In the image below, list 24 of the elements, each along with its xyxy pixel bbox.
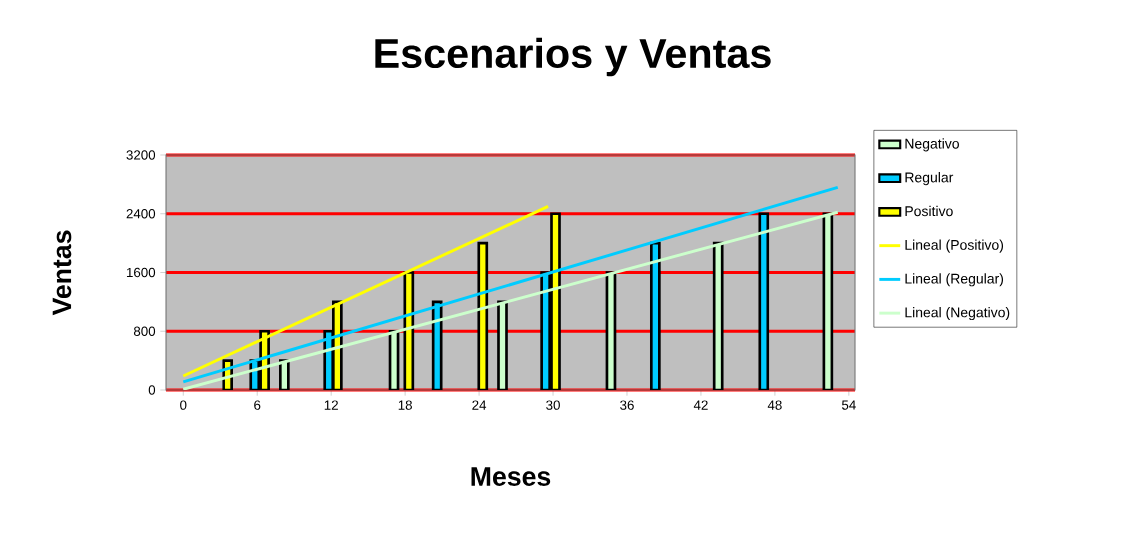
chart-title: Escenarios y Ventas bbox=[375, 37, 771, 77]
legend-label: Lineal (Positivo) bbox=[905, 239, 1004, 253]
x-tick-label: 18 bbox=[398, 400, 412, 410]
y-tick-label: 3200 bbox=[126, 150, 156, 160]
x-axis-title: Meses bbox=[471, 467, 551, 486]
x-tick-label: 0 bbox=[180, 400, 187, 410]
x-tick-label: 36 bbox=[620, 400, 634, 410]
legend-label: Regular bbox=[905, 172, 954, 186]
y-axis-title: Ventas bbox=[52, 230, 72, 316]
x-tick-label: 24 bbox=[472, 400, 487, 410]
legend-label: Lineal (Regular) bbox=[905, 273, 1004, 287]
y-tick-label: 0 bbox=[148, 385, 156, 395]
y-tick-label: 1600 bbox=[126, 267, 156, 278]
x-tick-label: 12 bbox=[324, 400, 338, 410]
x-tick-label: 42 bbox=[693, 400, 708, 410]
x-tick-label: 48 bbox=[767, 400, 782, 410]
legend-label: Positivo bbox=[905, 205, 953, 217]
legend-label: Lineal (Negativo) bbox=[905, 307, 1010, 321]
y-tick-label: 2400 bbox=[126, 209, 156, 219]
x-tick-label: 6 bbox=[254, 400, 261, 410]
y-tick-label: 800 bbox=[133, 326, 156, 336]
x-tick-label: 30 bbox=[546, 400, 560, 410]
x-tick-label: 54 bbox=[841, 400, 856, 410]
legend-label: Negativo bbox=[905, 138, 959, 152]
